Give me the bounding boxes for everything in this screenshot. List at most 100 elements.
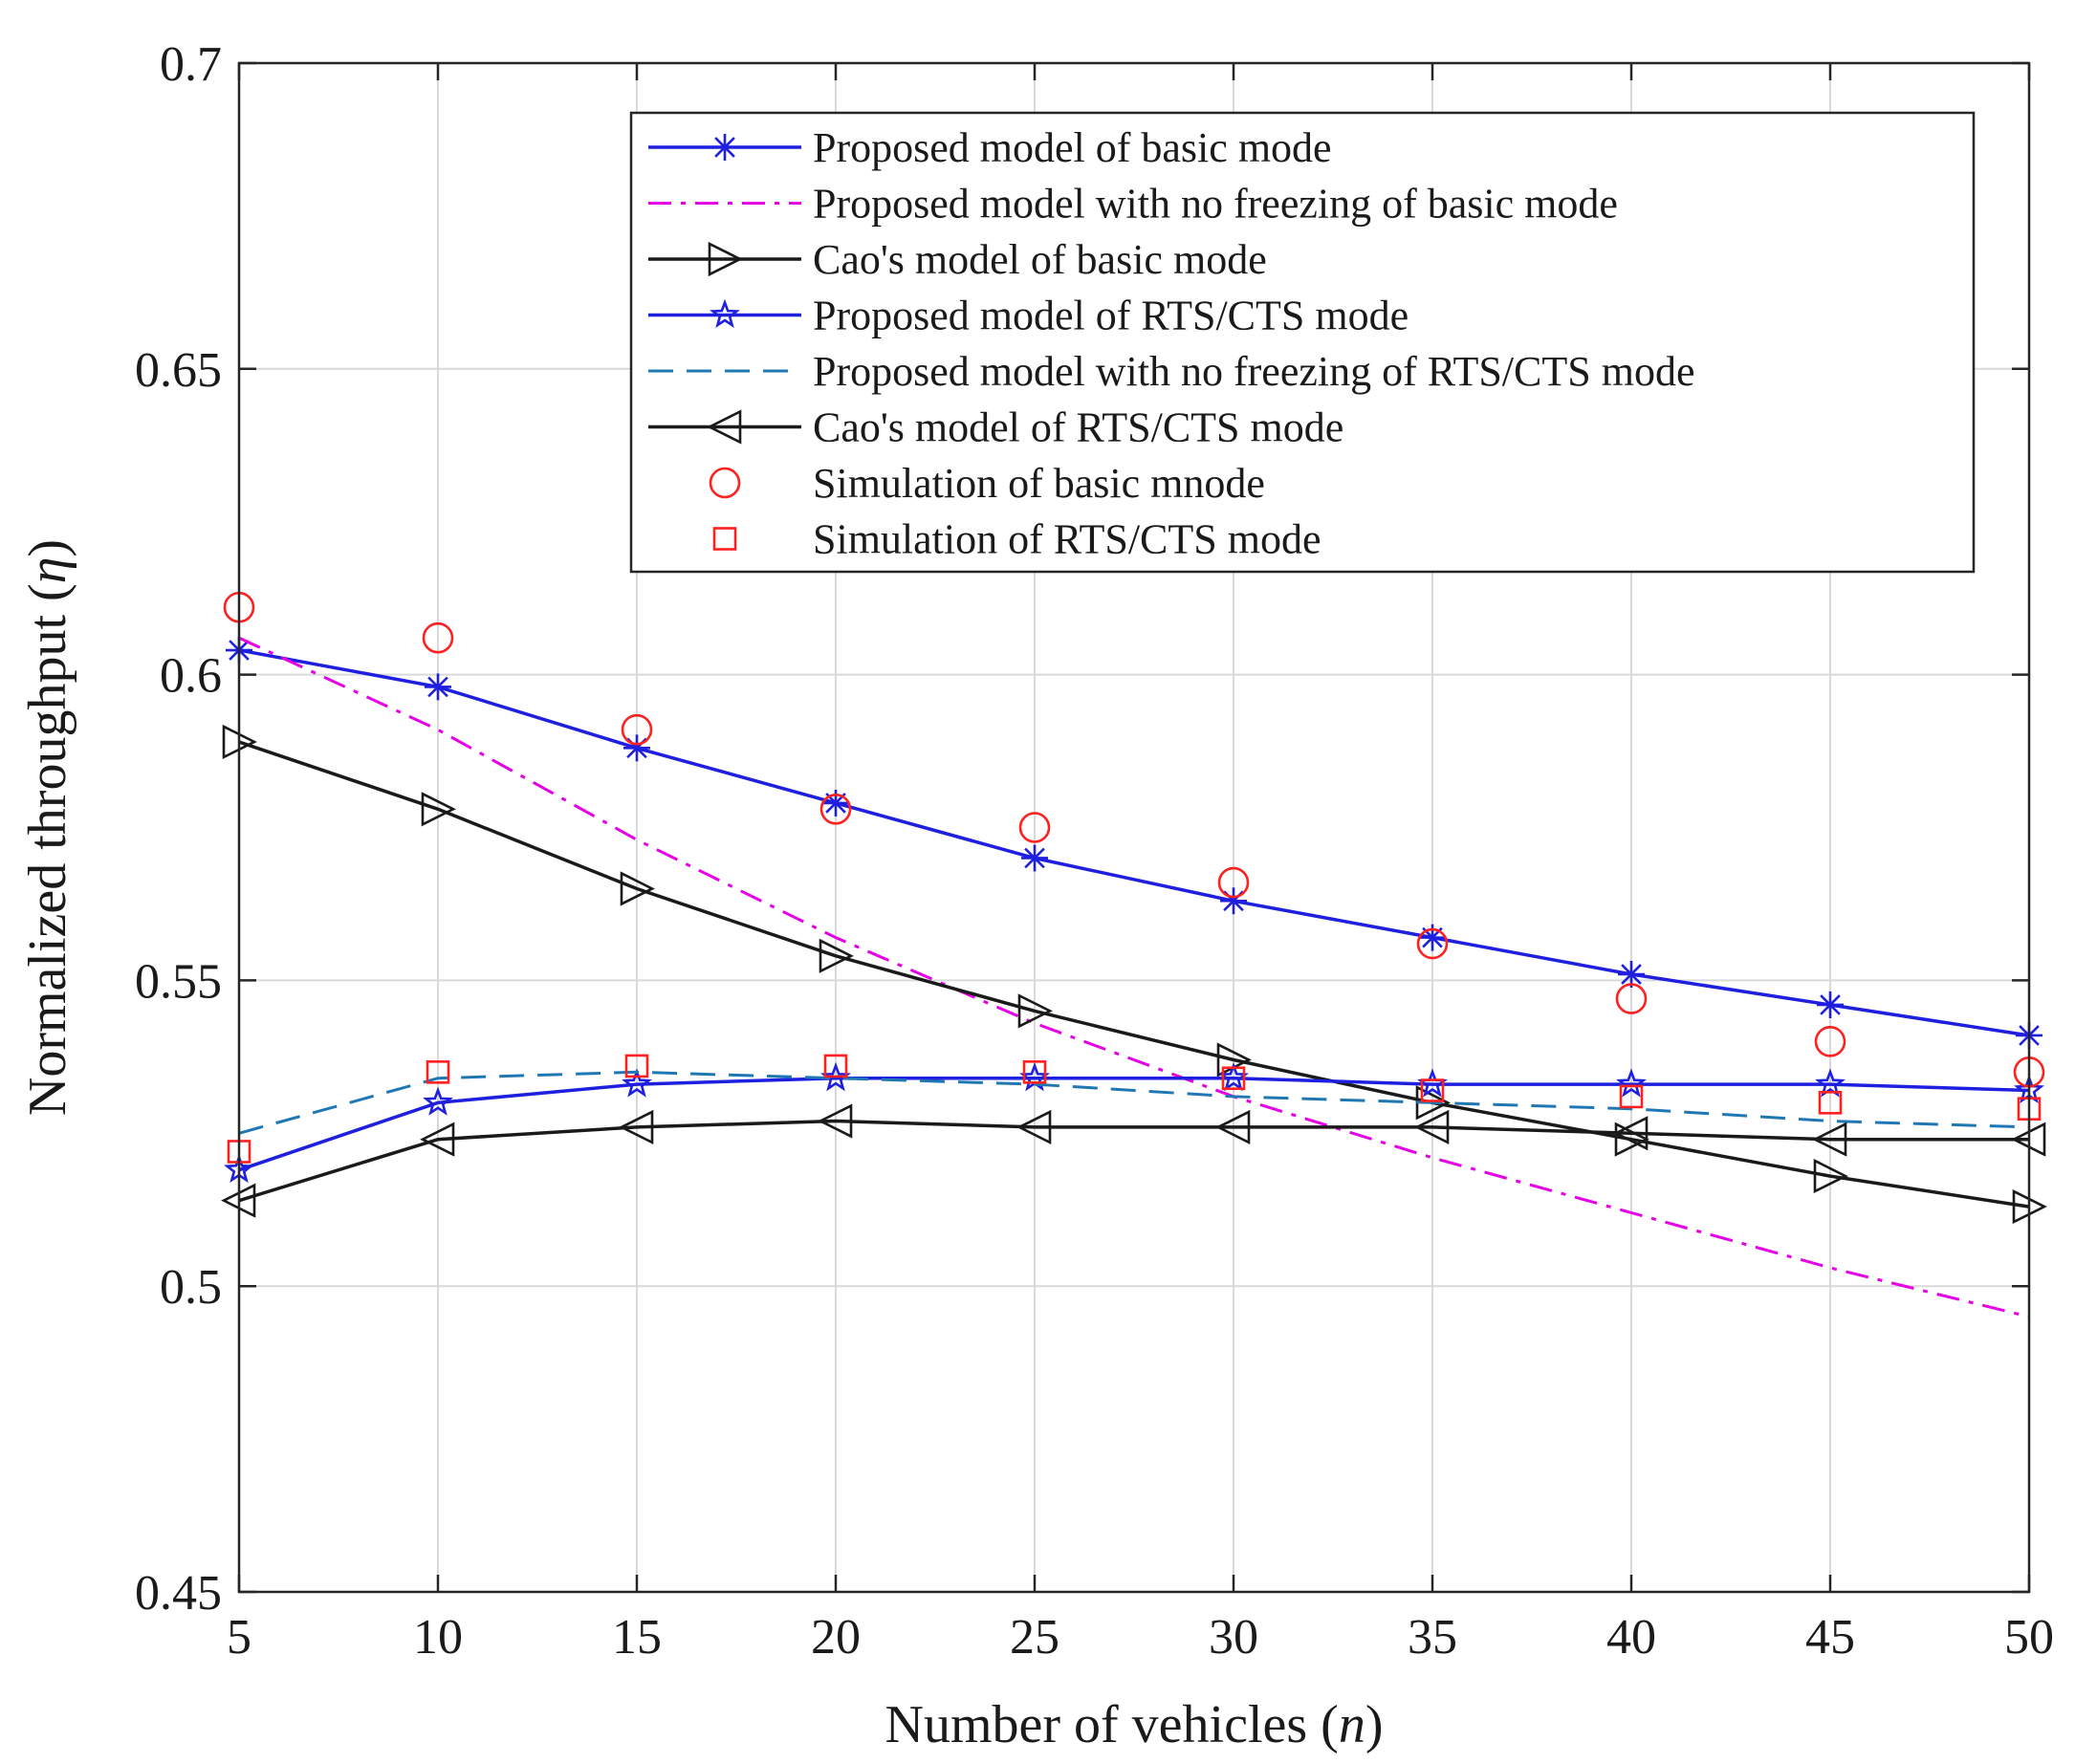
series-layer	[221, 591, 2047, 1318]
data-point	[422, 621, 454, 654]
data-point	[819, 794, 852, 825]
circle-marker	[1416, 927, 1449, 960]
asterisk-marker	[711, 134, 738, 161]
x-tick-label: 20	[811, 1610, 861, 1665]
asterisk-stroke	[427, 676, 448, 698]
data-point	[423, 1086, 453, 1116]
triangle-right-marker	[819, 938, 854, 973]
star-marker	[710, 298, 740, 328]
series-4	[224, 1061, 2044, 1184]
x-tick-label: 25	[1010, 1610, 1059, 1665]
asterisk-marker	[1021, 844, 1048, 872]
square-marker	[823, 1054, 848, 1078]
x-axis-label: Number of vehicles (n)	[885, 1695, 1384, 1754]
data-point	[619, 1109, 654, 1145]
circle-marker	[1018, 812, 1051, 843]
triangle-right-marker	[1813, 1158, 1848, 1194]
square-marker	[1221, 1066, 1246, 1091]
circle-marker	[1615, 983, 1648, 1014]
data-point	[623, 734, 650, 762]
triangle-left-marker	[707, 409, 742, 445]
y-axis-label: Normalized throughput (η)	[18, 539, 77, 1116]
y-tick-label: 0.45	[135, 1566, 222, 1621]
circle-marker	[819, 794, 852, 825]
asterisk-stroke	[1820, 994, 1841, 1015]
data-point	[1018, 812, 1051, 843]
legend-entry[interactable]: Proposed model of basic mode	[648, 124, 1332, 171]
y-tick-label: 0.6	[160, 649, 222, 704]
star-marker	[820, 1061, 851, 1092]
legend-label: Proposed model with no freezing of RTS/C…	[813, 348, 1694, 395]
data-point	[1220, 887, 1247, 915]
square-marker	[1022, 1060, 1047, 1084]
data-point	[1619, 1084, 1644, 1109]
data-point	[1016, 1109, 1052, 1145]
asterisk-stroke	[1024, 847, 1045, 869]
series-line	[238, 1119, 2029, 1203]
series-line	[238, 636, 2030, 1318]
data-point	[426, 1060, 450, 1084]
data-point	[1221, 1066, 1246, 1091]
data-point	[622, 1068, 652, 1098]
x-tick-label: 50	[2004, 1610, 2054, 1665]
triangle-left-marker	[818, 1103, 853, 1139]
triangle-left-marker	[1414, 1109, 1450, 1145]
x-tick-label: 35	[1408, 1610, 1457, 1665]
data-point	[624, 1054, 649, 1078]
legend-label: Proposed model of basic mode	[813, 124, 1332, 171]
x-tick-label: 45	[1805, 1610, 1855, 1665]
y-axis-label-text: Normalized throughput	[18, 615, 77, 1117]
y-tick-label: 0.55	[135, 954, 222, 1009]
data-point	[1812, 1122, 1847, 1157]
legend-label: Proposed model of RTS/CTS mode	[813, 293, 1409, 339]
star-marker	[622, 1068, 652, 1098]
square-marker	[712, 527, 737, 551]
x-tick-label: 15	[612, 1610, 662, 1665]
series-line	[238, 648, 2030, 1037]
legend-box	[629, 111, 1976, 574]
asterisk-stroke	[714, 137, 735, 158]
series-8	[227, 1054, 2042, 1164]
triangle-right-marker	[708, 241, 743, 277]
legend-entry[interactable]: Simulation of RTS/CTS mode	[712, 516, 1321, 563]
series-6	[221, 1103, 2046, 1218]
y-tick-label: 0.65	[135, 343, 222, 398]
square-marker	[1420, 1078, 1445, 1102]
axes: 5 10 15 20 25 30 35 40 45 50 0.45 0.5 0.55 0.6 0.65 0.7	[135, 37, 2054, 1665]
data-point	[1021, 844, 1048, 872]
triangle-right-marker	[1017, 993, 1053, 1029]
legend-label: Proposed model with no freezing of basic…	[813, 181, 1618, 228]
legend-entry[interactable]: Proposed model with no freezing of RTS/C…	[648, 348, 1694, 395]
data-point	[1416, 927, 1449, 960]
triangle-left-marker	[1016, 1109, 1052, 1145]
data-point	[1615, 983, 1648, 1014]
triangle-left-marker	[619, 1109, 654, 1145]
data-point	[823, 1054, 848, 1078]
series-2	[238, 636, 2030, 1318]
circle-marker	[1814, 1026, 1846, 1057]
x-tick-label: 30	[1209, 1610, 1258, 1665]
asterisk-marker	[623, 734, 650, 762]
asterisk-marker	[1220, 887, 1247, 915]
triangle-left-marker	[1812, 1122, 1847, 1157]
asterisk-stroke	[1621, 964, 1642, 985]
x-axis-label-text: Number of vehicles	[885, 1695, 1308, 1754]
data-point	[1217, 866, 1250, 899]
legend-entry[interactable]: Cao's model of RTS/CTS mode	[648, 404, 1343, 451]
data-point	[1218, 1061, 1249, 1092]
legend-entry[interactable]: Proposed model of RTS/CTS mode	[648, 293, 1409, 339]
legend-entry[interactable]: Cao's model of basic mode	[648, 236, 1267, 283]
data-point	[425, 673, 451, 701]
legend-label: Simulation of basic mnode	[813, 460, 1265, 507]
legend-entry[interactable]: Simulation of basic mnode	[709, 460, 1265, 507]
square-marker	[624, 1054, 649, 1078]
legend-entry[interactable]: Proposed model with no freezing of basic…	[648, 181, 1618, 228]
data-point	[1616, 1068, 1647, 1098]
x-tick-label: 40	[1606, 1610, 1656, 1665]
data-point	[421, 792, 456, 827]
star-marker	[1815, 1068, 1846, 1098]
triangle-left-marker	[1613, 1116, 1649, 1151]
data-point	[1022, 1060, 1047, 1084]
